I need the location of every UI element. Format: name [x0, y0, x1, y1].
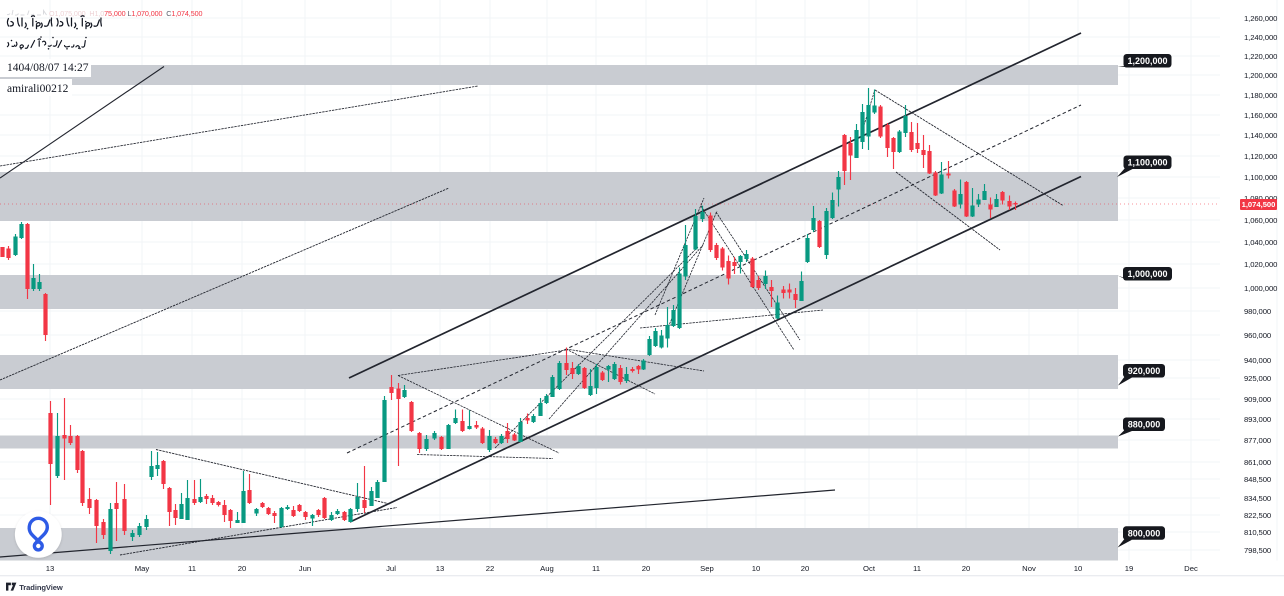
svg-text:800,000: 800,000: [1128, 528, 1161, 538]
svg-text:880,000: 880,000: [1128, 419, 1161, 429]
svg-text:920,000: 920,000: [1128, 366, 1161, 376]
svg-text:TradingView: TradingView: [19, 583, 63, 592]
svg-text:1,200,000: 1,200,000: [1127, 56, 1167, 66]
svg-text:1,000,000: 1,000,000: [1127, 269, 1167, 279]
svg-text:1,100,000: 1,100,000: [1127, 157, 1167, 167]
